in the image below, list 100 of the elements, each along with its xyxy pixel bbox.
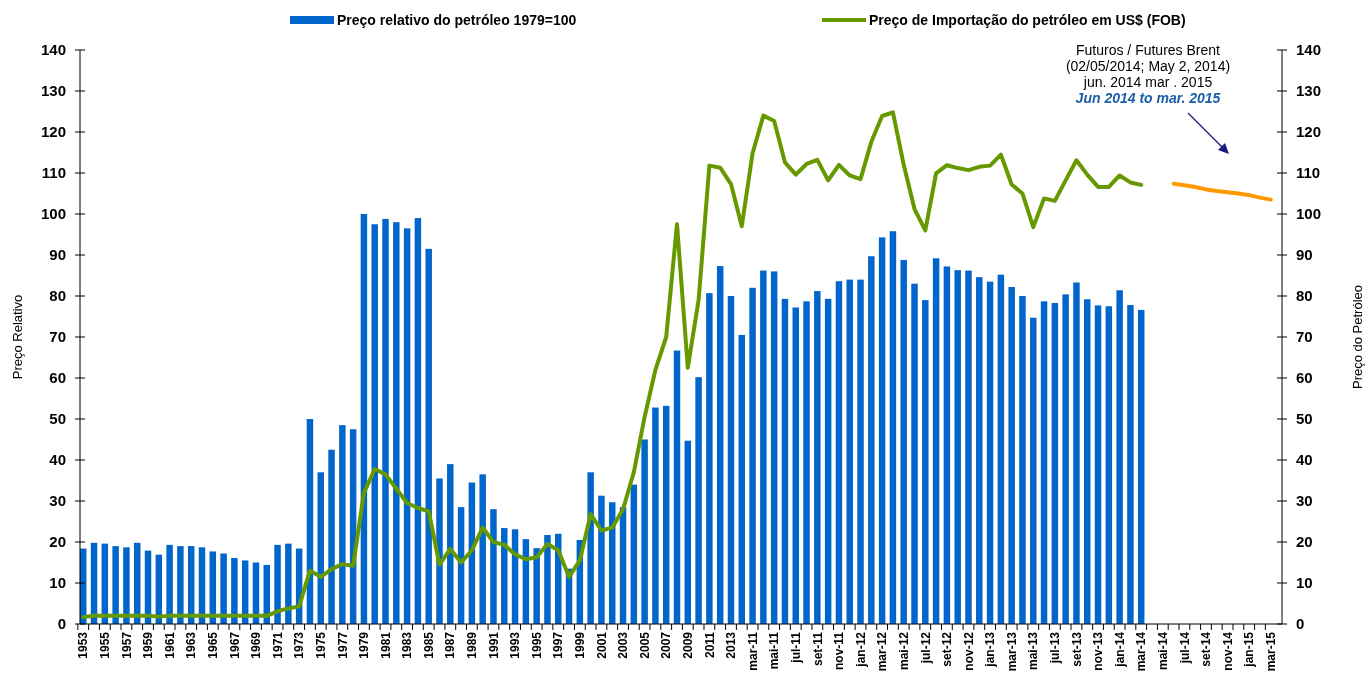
y-tick-label: 130 bbox=[40, 82, 66, 100]
x-tick-label: mai-13 bbox=[1026, 631, 1041, 671]
bar bbox=[177, 546, 184, 624]
bar bbox=[835, 281, 843, 624]
x-tick-label: jan-15 bbox=[1242, 631, 1257, 668]
bar bbox=[274, 544, 281, 624]
bar bbox=[328, 449, 335, 624]
bar bbox=[1051, 302, 1059, 624]
bar bbox=[220, 553, 227, 624]
x-tick-label: nov-14 bbox=[1220, 631, 1235, 671]
x-tick-label: 1999 bbox=[573, 631, 588, 659]
y-tick-label: 30 bbox=[49, 492, 66, 510]
x-tick-label: 1989 bbox=[465, 631, 480, 659]
x-tick-label: 1959 bbox=[141, 631, 156, 659]
bar bbox=[285, 543, 292, 624]
x-tick-label: 1975 bbox=[313, 631, 328, 659]
bar bbox=[371, 224, 378, 624]
bar bbox=[447, 464, 454, 624]
bar bbox=[986, 281, 994, 624]
x-tick-label: jan-14 bbox=[1112, 631, 1127, 668]
bar bbox=[1137, 309, 1145, 624]
x-tick-label: mai-11 bbox=[767, 631, 782, 670]
bar bbox=[652, 407, 659, 624]
bar bbox=[781, 298, 789, 624]
x-tick-label: mar-12 bbox=[875, 631, 890, 672]
annotation: jun. 2014 mar . 2015 bbox=[1082, 74, 1213, 90]
x-tick-label: 1985 bbox=[421, 631, 436, 659]
bar bbox=[911, 283, 918, 624]
y2-tick-label: 0 bbox=[1296, 615, 1305, 633]
annotation: (02/05/2014; May 2, 2014) bbox=[1065, 58, 1231, 74]
x-tick-label: mar-14 bbox=[1134, 631, 1149, 672]
annotation: Jun 2014 to mar. 2015 bbox=[1075, 90, 1221, 106]
bar bbox=[1073, 282, 1080, 624]
x-tick-label: 2007 bbox=[659, 631, 674, 659]
y2-axis-title: Preço do Petróleo bbox=[1350, 284, 1365, 390]
bar bbox=[932, 258, 940, 624]
x-tick-label: set-11 bbox=[810, 631, 825, 667]
x-tick-label: nov-12 bbox=[961, 631, 976, 671]
bar bbox=[846, 279, 853, 624]
bar bbox=[922, 300, 929, 624]
x-tick-label: 1953 bbox=[76, 631, 91, 659]
bar bbox=[425, 248, 432, 624]
y-tick-label: 110 bbox=[41, 164, 66, 182]
bar bbox=[760, 270, 767, 624]
x-tick-label: 1961 bbox=[162, 631, 177, 659]
y2-tick-label: 100 bbox=[1296, 205, 1322, 223]
x-tick-label: mai-14 bbox=[1156, 631, 1170, 671]
x-tick-label: 2013 bbox=[724, 631, 739, 659]
bar bbox=[857, 279, 864, 624]
x-tick-label: 2003 bbox=[616, 631, 631, 659]
y-tick-label: 100 bbox=[40, 205, 66, 223]
y-tick-label: 70 bbox=[49, 328, 66, 346]
y2-tick-label: 50 bbox=[1296, 410, 1313, 428]
annotation: Futuros / Futures Brent bbox=[1076, 42, 1221, 58]
y2-tick-label: 130 bbox=[1296, 82, 1322, 100]
x-tick-label: 1987 bbox=[443, 631, 458, 659]
bar bbox=[943, 266, 951, 624]
bar bbox=[436, 478, 443, 624]
bar bbox=[716, 266, 724, 624]
x-tick-label: 2001 bbox=[594, 631, 609, 659]
bar bbox=[1019, 296, 1026, 624]
bar bbox=[231, 557, 238, 624]
bar bbox=[598, 495, 605, 624]
bar bbox=[1084, 299, 1091, 624]
y-tick-label: 40 bbox=[49, 451, 66, 469]
bar bbox=[684, 440, 692, 624]
bar bbox=[1008, 286, 1015, 624]
y2-tick-label: 120 bbox=[1296, 123, 1322, 141]
x-tick-label: 1977 bbox=[335, 631, 350, 659]
bar bbox=[770, 271, 778, 624]
bar bbox=[695, 377, 702, 624]
y2-tick-label: 140 bbox=[1296, 41, 1322, 59]
x-tick-label: mar-15 bbox=[1263, 631, 1278, 672]
x-tick-label: jan-12 bbox=[853, 631, 868, 668]
bar bbox=[976, 277, 983, 624]
y2-tick-label: 70 bbox=[1296, 328, 1313, 346]
x-tick-label: set-14 bbox=[1199, 631, 1214, 667]
bar bbox=[501, 528, 508, 624]
x-tick-label: 1973 bbox=[292, 631, 307, 659]
x-tick-label: 1995 bbox=[529, 631, 544, 659]
bar bbox=[112, 546, 119, 624]
bar bbox=[1030, 317, 1037, 624]
x-tick-label: mar-11 bbox=[745, 631, 760, 671]
line-series bbox=[81, 110, 1144, 620]
y2-tick-label: 90 bbox=[1296, 246, 1313, 264]
line-series bbox=[1171, 181, 1273, 202]
bar bbox=[803, 301, 810, 624]
y2-tick-label: 110 bbox=[1296, 164, 1321, 182]
y-tick-label: 80 bbox=[49, 287, 66, 305]
bar bbox=[1040, 301, 1048, 624]
x-tick-label: 1991 bbox=[486, 631, 501, 659]
bar bbox=[1105, 306, 1113, 624]
bar bbox=[1127, 305, 1134, 624]
bar bbox=[533, 548, 540, 624]
bar bbox=[868, 256, 875, 624]
bar bbox=[738, 334, 746, 624]
y-tick-label: 0 bbox=[57, 615, 66, 633]
y2-tick-label: 30 bbox=[1296, 492, 1313, 510]
bar bbox=[339, 425, 346, 624]
x-tick-label: nov-11 bbox=[832, 631, 847, 671]
